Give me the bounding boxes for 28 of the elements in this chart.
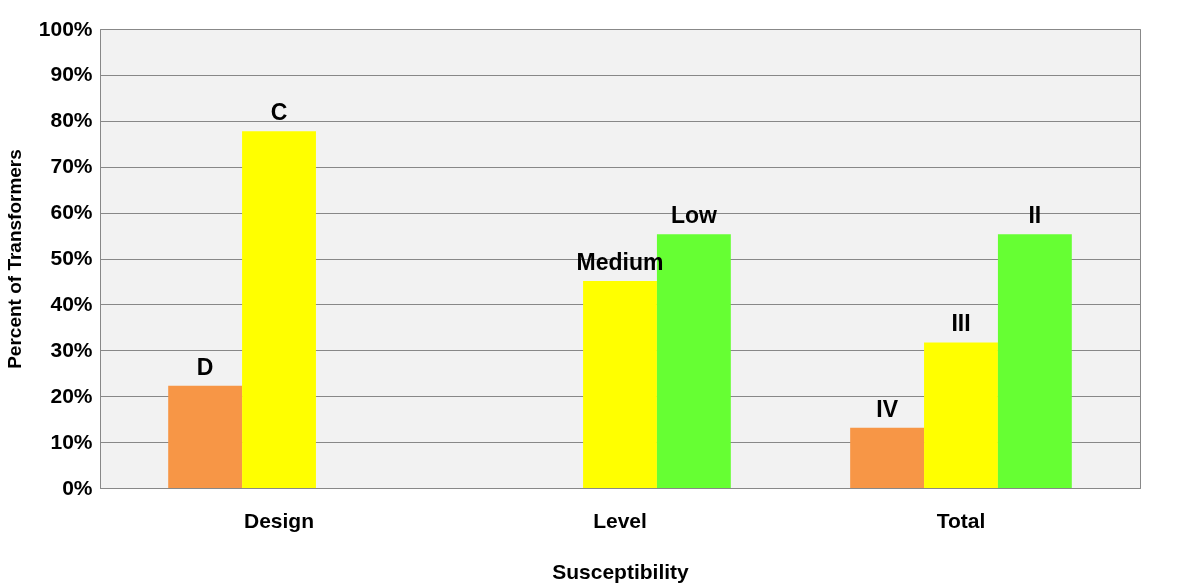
y-tick-label: 50% bbox=[50, 246, 93, 269]
x-tick-label: Level bbox=[593, 508, 647, 532]
bar bbox=[242, 131, 316, 488]
data-label: C bbox=[270, 99, 288, 126]
y-tick-label: 0% bbox=[62, 475, 93, 499]
x-tick-label: Total bbox=[936, 508, 986, 532]
bar bbox=[583, 280, 657, 488]
x-axis-title: Susceptibility bbox=[552, 559, 690, 583]
y-tick-label: 90% bbox=[50, 62, 93, 86]
y-tick-label: 80% bbox=[50, 108, 93, 132]
y-tick-label: 70% bbox=[50, 154, 93, 178]
data-label: II bbox=[1028, 202, 1042, 229]
y-tick-label: 60% bbox=[50, 200, 93, 224]
x-tick-label: Design bbox=[244, 508, 315, 532]
bar bbox=[168, 385, 243, 488]
data-label: Low bbox=[670, 202, 717, 229]
data-label: D bbox=[196, 353, 214, 380]
y-tick-label: 30% bbox=[50, 337, 93, 361]
y-tick-label: 20% bbox=[50, 383, 93, 407]
y-tick-label: 10% bbox=[50, 429, 93, 453]
bar bbox=[997, 234, 1072, 488]
data-label: IV bbox=[876, 395, 899, 422]
y-axis-title: Percent of Transformers bbox=[3, 149, 25, 369]
data-label: III bbox=[951, 310, 971, 337]
bar bbox=[924, 342, 998, 488]
y-tick-label: 40% bbox=[50, 291, 93, 315]
y-tick-label: 100% bbox=[38, 16, 93, 40]
bar bbox=[850, 427, 925, 488]
